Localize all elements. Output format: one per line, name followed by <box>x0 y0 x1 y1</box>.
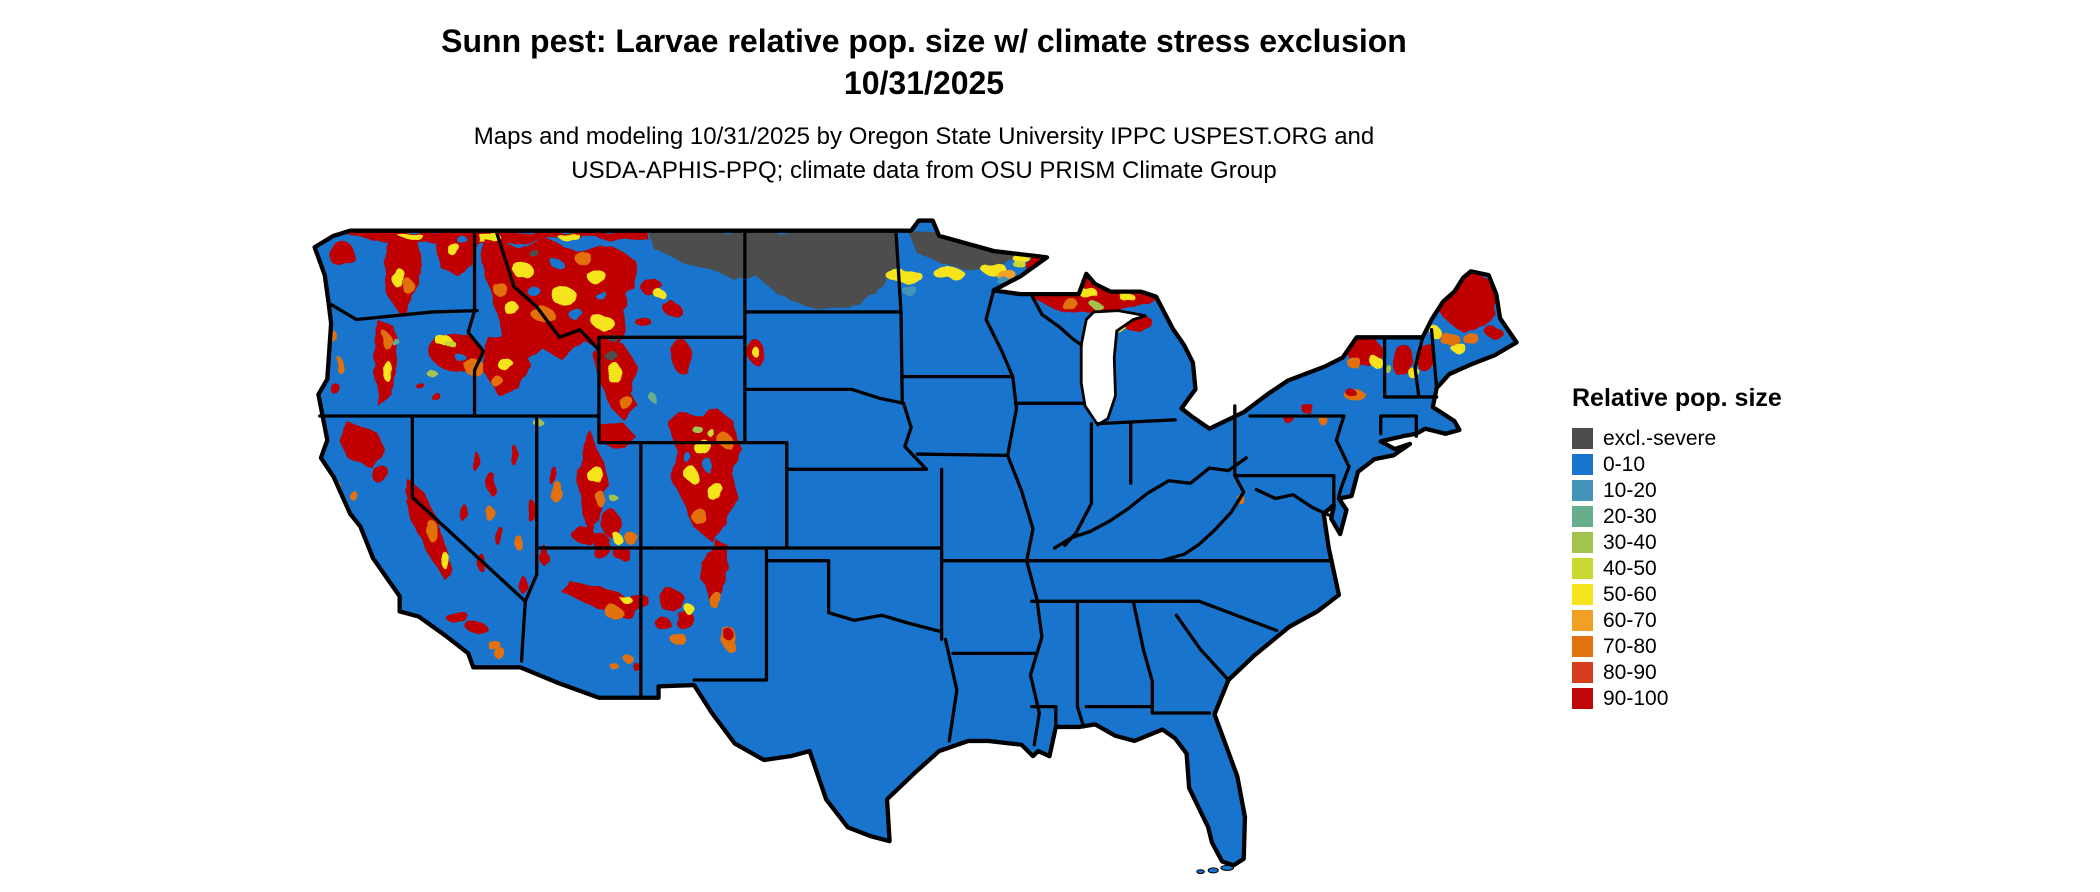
map-subtitle-line2: USDA-APHIS-PPQ; climate data from OSU PR… <box>571 157 1277 184</box>
legend-item: 30-40 <box>1572 529 1902 555</box>
us-base-land <box>314 220 1517 866</box>
legend-item-label: 80-90 <box>1603 660 1657 684</box>
legend-color-swatch <box>1572 557 1593 579</box>
map-subtitle-line1: Maps and modeling 10/31/2025 by Oregon S… <box>473 123 1375 150</box>
legend-color-swatch <box>1572 609 1593 631</box>
legend-item-label: 10-20 <box>1603 478 1657 502</box>
legend-item: 70-80 <box>1572 633 1902 659</box>
us-outline <box>312 218 1519 868</box>
legend-color-swatch <box>1572 453 1593 475</box>
legend-color-swatch <box>1572 427 1593 449</box>
legend-item-label: excl.-severe <box>1603 426 1717 450</box>
legend-item: 40-50 <box>1572 555 1902 581</box>
legend-item-label: 20-30 <box>1603 504 1657 528</box>
us-map <box>308 218 1527 878</box>
map-title-line2: 10/31/2025 <box>843 65 1005 101</box>
legend-color-swatch <box>1572 635 1593 657</box>
legend-item: 80-90 <box>1572 659 1902 685</box>
legend-item-label: 60-70 <box>1603 608 1657 632</box>
legend-item: excl.-severe <box>1572 425 1902 451</box>
legend-title: Relative pop. size <box>1572 384 1782 412</box>
legend-item: 10-20 <box>1572 477 1902 503</box>
legend-item: 90-100 <box>1572 685 1902 711</box>
map-title-line1: Sunn pest: Larvae relative pop. size w/ … <box>441 23 1407 59</box>
legend-color-swatch <box>1572 583 1593 605</box>
legend-color-swatch <box>1572 531 1593 553</box>
legend-item: 0-10 <box>1572 451 1902 477</box>
map-legend: Relative pop. size excl.-severe 0-10 10-… <box>1572 384 1902 711</box>
lake-michigan <box>1079 309 1147 427</box>
us-map-svg <box>312 218 1519 875</box>
legend-item-label: 50-60 <box>1603 582 1657 606</box>
legend-item: 20-30 <box>1572 503 1902 529</box>
map-header: Sunn pest: Larvae relative pop. size w/ … <box>0 20 1848 188</box>
legend-color-swatch <box>1572 661 1593 683</box>
legend-color-swatch <box>1572 479 1593 501</box>
legend-color-swatch <box>1572 505 1593 527</box>
legend-item-label: 90-100 <box>1603 686 1669 710</box>
florida-keys <box>1196 864 1235 875</box>
legend-color-swatch <box>1572 687 1593 709</box>
legend-item-label: 70-80 <box>1603 634 1657 658</box>
state-borders <box>318 229 1439 747</box>
legend-item-label: 30-40 <box>1603 530 1657 554</box>
legend-item: 60-70 <box>1572 607 1902 633</box>
legend-item-label: 0-10 <box>1603 452 1646 476</box>
legend-item: 50-60 <box>1572 581 1902 607</box>
legend-item-label: 40-50 <box>1603 556 1657 580</box>
